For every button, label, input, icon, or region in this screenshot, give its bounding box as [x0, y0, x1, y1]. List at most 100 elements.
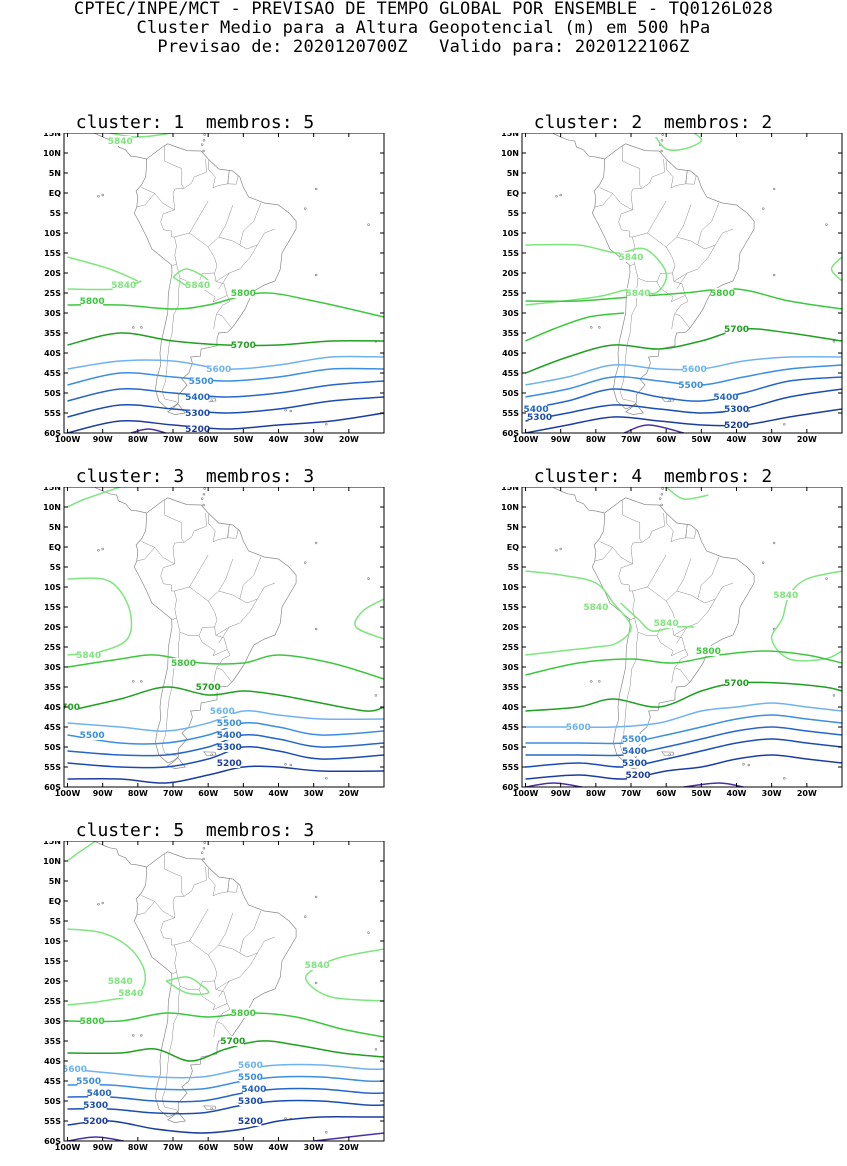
lon-label: 100W — [513, 789, 539, 798]
contour-label-5600: 5600 — [238, 1061, 263, 1071]
panel-title: cluster: 2 membros: 2 — [488, 113, 818, 133]
lon-label: 30W — [762, 789, 782, 798]
contour-5200 — [67, 412, 384, 433]
contour-label-bg — [84, 1100, 107, 1110]
contour-label-5500: 5500 — [238, 1073, 263, 1083]
country-border — [218, 598, 258, 644]
lat-label: 5S — [50, 209, 62, 218]
cluster-map-4: 5840 5840 5840 5800 5700 5600 5500 5400 5300 5200… — [501, 487, 843, 798]
lat-label: 20S — [44, 977, 61, 986]
contour-label-5600: 5600 — [682, 365, 707, 375]
lat-label: 5N — [507, 169, 519, 178]
lat-label: 45S — [44, 1077, 61, 1086]
lon-label: 50W — [233, 1143, 253, 1152]
coastline-falklands — [660, 751, 675, 757]
country-border — [141, 895, 185, 919]
lat-label: 10N — [43, 857, 61, 866]
contour-label-bg — [620, 252, 643, 262]
country-border — [666, 236, 698, 248]
country-border — [676, 244, 716, 290]
country-border — [218, 952, 258, 998]
lat-label: 5N — [49, 169, 61, 178]
island — [374, 694, 378, 697]
island — [668, 753, 671, 756]
country-border — [216, 649, 232, 682]
lat-label: 40S — [502, 349, 519, 358]
contour-label-5300: 5300 — [238, 1097, 263, 1107]
contour-5800 — [67, 292, 384, 318]
contour-label-bg — [714, 392, 737, 402]
map-plot-area: 5840 5840 5840 5800 5700 5600 5500 5400 5300 5200 — [525, 487, 842, 791]
island — [101, 547, 104, 551]
contour-label-5400: 5400 — [185, 393, 210, 403]
island — [716, 789, 718, 791]
country-border — [621, 145, 643, 189]
contour-label-bg — [239, 1116, 262, 1126]
island — [262, 1142, 264, 1144]
island — [660, 149, 663, 153]
lon-label: 90W — [93, 789, 113, 798]
island — [258, 1143, 260, 1145]
island — [203, 841, 206, 844]
island — [661, 133, 664, 136]
contour-5840 — [655, 133, 703, 151]
island — [559, 193, 562, 197]
contour-5840 — [165, 976, 210, 995]
map-plot-area: 5840 5840 5840 5800 5800 5700 5600 5600 5500 5500… — [64, 841, 384, 1145]
lat-label: 60S — [502, 783, 519, 792]
contour-label-5200: 5200 — [626, 771, 651, 781]
lon-label: 70W — [621, 789, 641, 798]
contour-label-5400: 5400 — [713, 393, 738, 403]
island — [314, 895, 318, 899]
contour-5700 — [67, 1040, 384, 1062]
lat-label: 15S — [44, 957, 61, 966]
island — [284, 408, 287, 412]
lat-label: 25S — [44, 997, 61, 1006]
country-border — [208, 944, 240, 956]
country-border — [174, 232, 218, 283]
lon-label: 80W — [128, 1143, 148, 1152]
contour-5800 — [525, 312, 625, 342]
country-border — [218, 244, 258, 290]
coastline-central-america — [551, 487, 605, 514]
contour-label-5800: 5800 — [80, 297, 105, 307]
contour-5400 — [67, 380, 384, 402]
country-border — [215, 980, 230, 990]
contour-label-bg — [119, 988, 142, 998]
contour-label-5840: 5840 — [108, 137, 133, 147]
island — [140, 680, 143, 683]
island — [383, 353, 384, 356]
contour-5840 — [525, 570, 632, 656]
coastline-tierra-del-fuego — [166, 403, 186, 415]
contour-label-bg — [774, 590, 797, 600]
contour-label-5840: 5840 — [108, 977, 133, 987]
contour-label-bg — [567, 722, 590, 732]
contour-label-bg — [81, 730, 104, 740]
island — [590, 680, 593, 683]
country-border — [594, 193, 613, 208]
country-border — [215, 272, 230, 282]
contour-label-5600: 5600 — [566, 723, 591, 733]
lat-label: 55S — [502, 763, 519, 772]
island — [772, 187, 776, 191]
lat-label: 35S — [502, 329, 519, 338]
island — [284, 762, 287, 766]
header-line-2: Cluster Medio para a Altura Geopotencial… — [136, 18, 711, 38]
island — [668, 399, 671, 402]
lat-label: 30S — [44, 309, 61, 318]
lat-label: EQ — [49, 897, 61, 906]
contour-label-5840: 5840 — [305, 961, 330, 971]
country-border — [239, 556, 276, 604]
country-border — [213, 313, 217, 330]
lat-label: 20S — [44, 623, 61, 632]
country-border — [163, 853, 185, 897]
lon-label: 30W — [762, 435, 782, 444]
lat-label: 50S — [44, 1097, 61, 1106]
island — [314, 981, 318, 985]
contour-label-bg — [525, 404, 548, 414]
lat-label: 10N — [43, 149, 61, 158]
contour-5840 — [67, 577, 133, 656]
contour-label-5800: 5800 — [80, 1017, 105, 1027]
contour-label-bg — [172, 658, 195, 668]
contour-5840 — [830, 256, 842, 282]
